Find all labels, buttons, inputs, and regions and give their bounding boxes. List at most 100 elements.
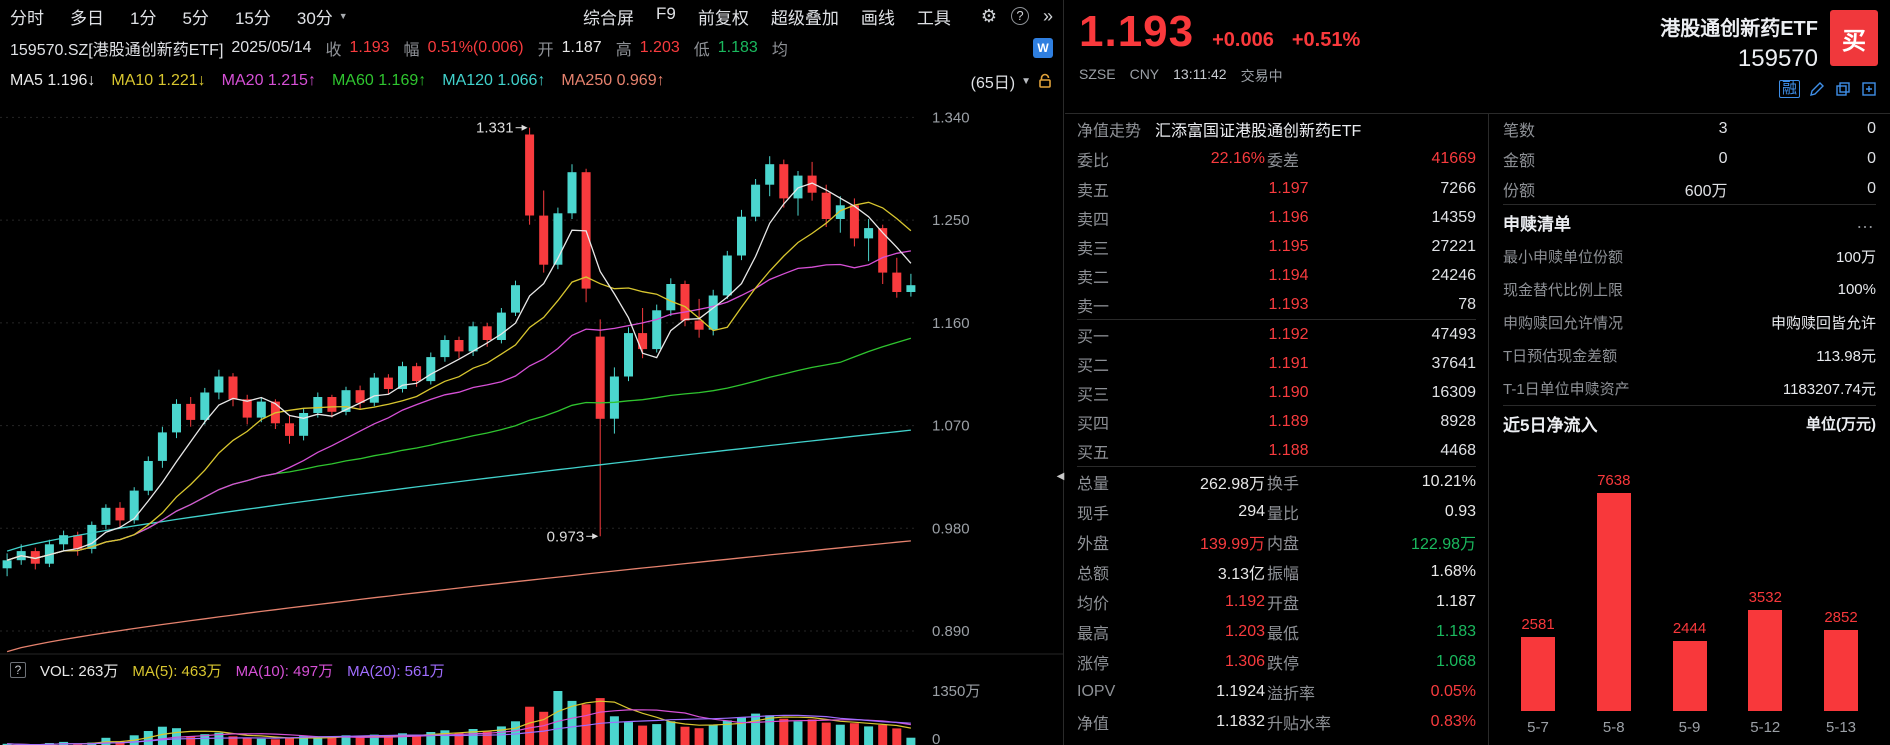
period-tab[interactable]: 分时 bbox=[10, 8, 44, 28]
stat-label: 最高 bbox=[1077, 626, 1110, 643]
volume-legend-item: MA(5): 463万 bbox=[132, 662, 222, 680]
fund-name-link[interactable]: 汇添富国证港股通创新药ETF bbox=[1155, 123, 1362, 140]
redeem-value: 申购赎回皆允许 bbox=[1770, 315, 1876, 332]
ask-level-label: 卖五 bbox=[1077, 182, 1110, 200]
level-price[interactable]: 1.192 bbox=[1268, 325, 1309, 343]
redeem-label: T日预估现金差额 bbox=[1503, 348, 1618, 365]
volume-help-icon[interactable]: ? bbox=[10, 662, 26, 678]
stats-row: 总量 262.98万 换手 10.21% bbox=[1077, 467, 1476, 497]
stats-row: 总额 3.13亿 振幅 1.68% bbox=[1077, 557, 1476, 587]
nav-label[interactable]: 净值走势 bbox=[1077, 123, 1142, 140]
period-tab[interactable]: 1分 bbox=[130, 8, 157, 28]
flow-bar bbox=[1596, 493, 1631, 711]
level-price[interactable]: 1.194 bbox=[1268, 266, 1309, 284]
chart-menu-item[interactable]: 前复权 bbox=[697, 8, 749, 28]
flow-bar-date: 5-13 bbox=[1825, 719, 1857, 736]
margin-flag[interactable]: 融 bbox=[1778, 80, 1800, 98]
volume-legend-item: VOL: 263万 bbox=[40, 662, 119, 680]
flow-bar bbox=[1672, 641, 1707, 711]
flow-bar bbox=[1748, 610, 1783, 711]
help-icon[interactable]: ? bbox=[1010, 7, 1029, 25]
stat-label: 振幅 bbox=[1267, 566, 1300, 583]
trade-date: 2025/05/14 bbox=[231, 39, 312, 56]
period-tab[interactable]: 多日 bbox=[70, 8, 104, 28]
period-tab[interactable]: 15分 bbox=[234, 8, 271, 28]
stat-label: 均价 bbox=[1077, 596, 1110, 613]
svg-text:1.331: 1.331 bbox=[476, 120, 514, 137]
lock-icon[interactable] bbox=[1037, 73, 1053, 89]
level-price[interactable]: 1.196 bbox=[1268, 208, 1309, 226]
level-price[interactable]: 1.193 bbox=[1268, 295, 1309, 313]
count-row: 份额 600万 0 bbox=[1503, 174, 1876, 204]
stat-label: 跌停 bbox=[1267, 656, 1300, 673]
screenshot-icon[interactable] bbox=[1834, 80, 1852, 98]
ask-level-label: 卖二 bbox=[1077, 269, 1110, 287]
stats-row: IOPV 1.1924 溢折率 0.05% bbox=[1077, 677, 1476, 707]
bid-level-row: 买四 1.189 8928 bbox=[1077, 407, 1476, 436]
quote-columns: 净值走势 汇添富国证港股通创新药ETF 委比 22.16% 委差 41669 卖… bbox=[1065, 114, 1890, 745]
candlestick-chart[interactable]: 1.340 1.250 1.160 1.070 0.980 0.890 1.331 0.973 bbox=[0, 98, 1063, 655]
ask-level-row: 卖五 1.197 7266 bbox=[1077, 174, 1476, 203]
flow-bar-value: 7638 bbox=[1597, 472, 1631, 489]
weicha-label: 委差 bbox=[1267, 153, 1300, 170]
buy-levels: 买一 1.192 47493 买二 1.191 37641 买三 1.190 16309 买四 1.… bbox=[1077, 320, 1476, 465]
stats-row: 净值 1.1832 升贴水率 0.83% bbox=[1077, 707, 1476, 737]
ask-level-row: 卖一 1.193 78 bbox=[1077, 290, 1476, 319]
stat-label: 开盘 bbox=[1267, 596, 1300, 613]
add-panel-icon[interactable] bbox=[1860, 80, 1878, 98]
chart-menu-item[interactable]: F9 bbox=[656, 3, 676, 23]
weicha-value: 41669 bbox=[1431, 150, 1477, 167]
redeem-label: T-1日单位申赎资产 bbox=[1503, 381, 1630, 398]
stat-value: 1.1924 bbox=[1216, 683, 1265, 700]
ma-legend-item: MA10 1.221↓ bbox=[111, 72, 206, 89]
chart-menu-item[interactable]: 超级叠加 bbox=[770, 8, 839, 28]
more-chevron-icon[interactable]: » bbox=[1042, 6, 1053, 26]
volume-chart[interactable]: 1350万 0 bbox=[0, 680, 1063, 745]
range-controls: (65日) ▼ bbox=[971, 69, 1053, 93]
level-qty: 14359 bbox=[1431, 208, 1477, 226]
visible-range-label[interactable]: (65日) bbox=[970, 75, 1016, 92]
redeem-value: 100万 bbox=[1835, 249, 1876, 266]
flow-bar-value: 2852 bbox=[1824, 609, 1858, 626]
flow-unit: 单位(万元) bbox=[1806, 416, 1876, 433]
level-price[interactable]: 1.191 bbox=[1268, 354, 1309, 372]
level-qty: 7266 bbox=[1440, 179, 1476, 197]
chart-menu-item[interactable]: 工具 bbox=[916, 8, 951, 28]
field-value: 1.193 bbox=[349, 39, 390, 56]
more-periods-caret-icon[interactable]: ▼ bbox=[338, 11, 348, 21]
period-tab[interactable]: 5分 bbox=[182, 8, 209, 28]
level-price[interactable]: 1.189 bbox=[1268, 412, 1309, 430]
edit-icon[interactable] bbox=[1808, 80, 1826, 98]
level-price[interactable]: 1.188 bbox=[1268, 441, 1309, 459]
level-price[interactable]: 1.197 bbox=[1268, 179, 1309, 197]
stat-label: 现手 bbox=[1077, 506, 1110, 523]
chart-menu-item[interactable]: 综合屏 bbox=[583, 8, 634, 28]
settings-gear-icon[interactable]: ⚙ bbox=[980, 6, 997, 26]
more-dots-icon[interactable]: … bbox=[1856, 212, 1876, 232]
weibi-label: 委比 bbox=[1077, 153, 1110, 170]
bid-level-label: 买四 bbox=[1077, 415, 1110, 433]
level-price[interactable]: 1.190 bbox=[1268, 383, 1309, 401]
redeem-row: T日预估现金差额 113.98元 bbox=[1503, 339, 1876, 372]
ask-level-label: 卖一 bbox=[1077, 298, 1110, 316]
count-row: 金额 0 0 bbox=[1503, 144, 1876, 174]
flow-bar-date: 5-9 bbox=[1678, 719, 1701, 736]
sell-levels: 卖五 1.197 7266 卖四 1.196 14359 卖三 1.195 27221 卖二 1.1… bbox=[1077, 174, 1476, 319]
chart-menu-item[interactable]: 画线 bbox=[860, 8, 895, 28]
stat-value: 10.21% bbox=[1421, 473, 1476, 490]
bid-level-row: 买二 1.191 37641 bbox=[1077, 349, 1476, 378]
ma-legend-item: MA5 1.196↓ bbox=[10, 72, 96, 89]
stat-label: 内盘 bbox=[1267, 536, 1300, 553]
stats-row: 均价 1.192 开盘 1.187 bbox=[1077, 587, 1476, 617]
ma-bar: MA5 1.196↓ MA10 1.221↓ MA20 1.215↑ MA60 1.1… bbox=[0, 64, 1063, 98]
field-label: 幅 bbox=[403, 42, 420, 59]
buy-button[interactable]: 买 bbox=[1830, 10, 1878, 66]
redeem-section-header: 申赎清单 … bbox=[1503, 204, 1876, 240]
collapse-panel-handle[interactable]: ◀ bbox=[1056, 470, 1065, 482]
level-price[interactable]: 1.195 bbox=[1268, 237, 1309, 255]
wp-icon[interactable]: W bbox=[1033, 38, 1053, 58]
flow-bar-value: 2581 bbox=[1521, 616, 1555, 633]
period-tab[interactable]: 30分 bbox=[296, 8, 333, 28]
range-caret-icon[interactable]: ▼ bbox=[1021, 75, 1031, 87]
redeem-rows: 最小申赎单位份额 100万 现金替代比例上限 100% 申购赎回允许情况 申购赎回皆允许 T… bbox=[1503, 240, 1876, 405]
